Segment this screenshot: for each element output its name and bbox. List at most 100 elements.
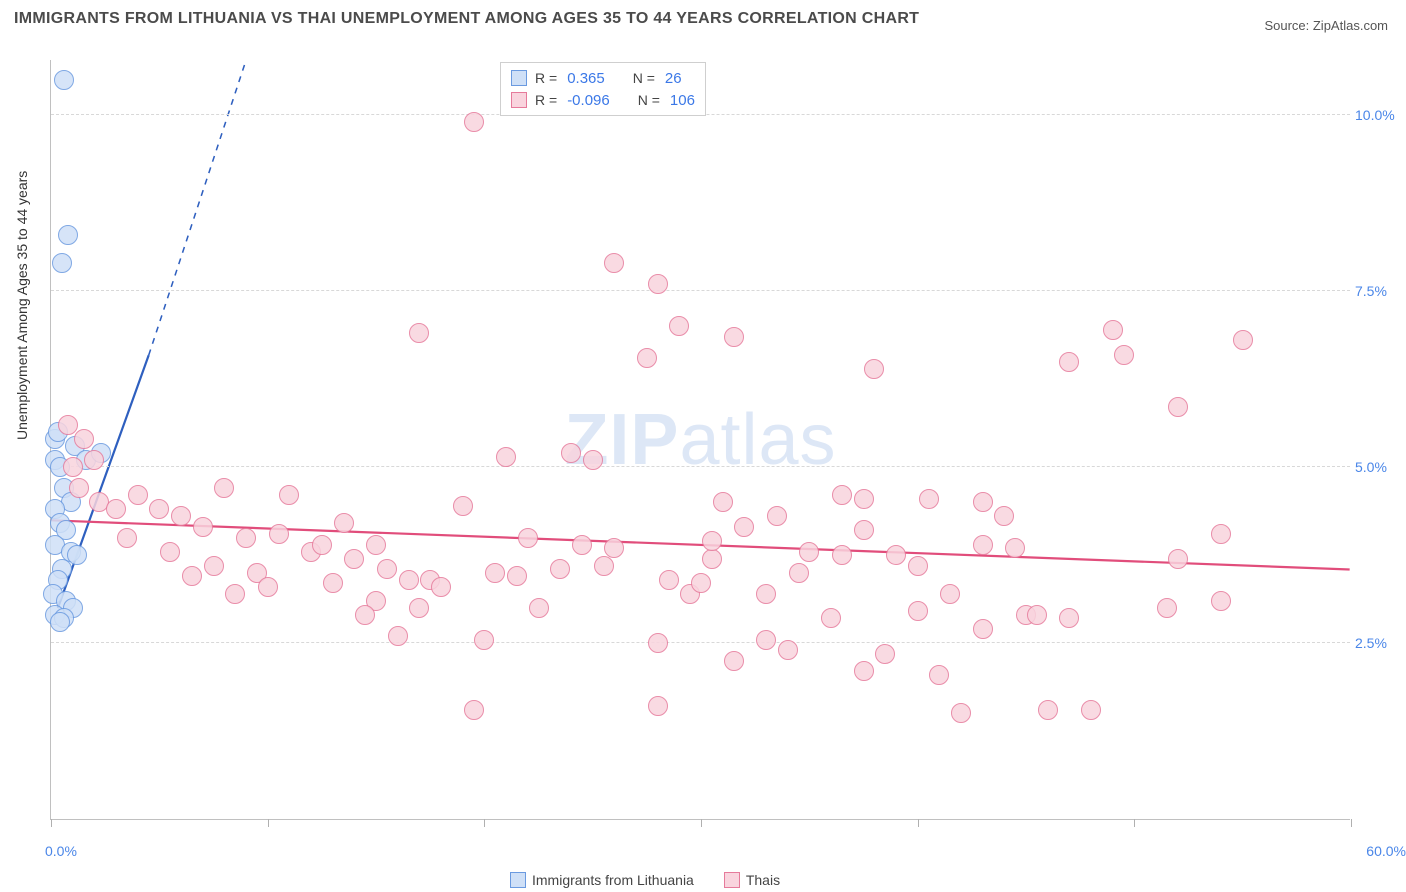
x-tick-label: 60.0% bbox=[1366, 843, 1406, 859]
data-point bbox=[756, 584, 776, 604]
data-point bbox=[1059, 352, 1079, 372]
data-point bbox=[399, 570, 419, 590]
data-point bbox=[756, 630, 776, 650]
watermark-bold: ZIP bbox=[564, 400, 679, 480]
y-tick-label: 7.5% bbox=[1355, 283, 1406, 299]
data-point bbox=[724, 651, 744, 671]
data-point bbox=[74, 429, 94, 449]
x-tick bbox=[918, 819, 919, 827]
data-point bbox=[149, 499, 169, 519]
data-point bbox=[789, 563, 809, 583]
data-point bbox=[485, 563, 505, 583]
trend-lines-layer bbox=[51, 60, 1350, 819]
data-point bbox=[431, 577, 451, 597]
data-point bbox=[1168, 397, 1188, 417]
data-point bbox=[702, 531, 722, 551]
data-point bbox=[778, 640, 798, 660]
data-point bbox=[507, 566, 527, 586]
data-point bbox=[648, 696, 668, 716]
data-point bbox=[951, 703, 971, 723]
data-point bbox=[377, 559, 397, 579]
data-point bbox=[940, 584, 960, 604]
data-point bbox=[323, 573, 343, 593]
data-point bbox=[312, 535, 332, 555]
r-label: R = bbox=[535, 92, 557, 108]
gridline bbox=[51, 642, 1350, 643]
plot-area: ZIPatlas 2.5%5.0%7.5%10.0%0.0%60.0% bbox=[50, 60, 1350, 820]
data-point bbox=[734, 517, 754, 537]
x-tick bbox=[701, 819, 702, 827]
legend-swatch-thais bbox=[511, 92, 527, 108]
watermark: ZIPatlas bbox=[564, 399, 836, 481]
data-point bbox=[106, 499, 126, 519]
data-point bbox=[193, 517, 213, 537]
data-point bbox=[269, 524, 289, 544]
data-point bbox=[518, 528, 538, 548]
data-point bbox=[919, 489, 939, 509]
y-tick-label: 10.0% bbox=[1355, 107, 1406, 123]
data-point bbox=[182, 566, 202, 586]
data-point bbox=[366, 535, 386, 555]
data-point bbox=[50, 612, 70, 632]
series-legend-item-2: Thais bbox=[724, 872, 780, 888]
data-point bbox=[648, 633, 668, 653]
data-point bbox=[409, 598, 429, 618]
data-point bbox=[214, 478, 234, 498]
data-point bbox=[496, 447, 516, 467]
data-point bbox=[58, 415, 78, 435]
data-point bbox=[355, 605, 375, 625]
stats-legend: R = 0.365 N = 26 R = -0.096 N = 106 bbox=[500, 62, 706, 116]
data-point bbox=[63, 457, 83, 477]
data-point bbox=[464, 700, 484, 720]
data-point bbox=[854, 520, 874, 540]
data-point bbox=[204, 556, 224, 576]
data-point bbox=[713, 492, 733, 512]
y-axis-title: Unemployment Among Ages 35 to 44 years bbox=[14, 171, 30, 440]
data-point bbox=[453, 496, 473, 516]
data-point bbox=[1038, 700, 1058, 720]
data-point bbox=[1168, 549, 1188, 569]
data-point bbox=[648, 274, 668, 294]
data-point bbox=[799, 542, 819, 562]
y-tick-label: 2.5% bbox=[1355, 635, 1406, 651]
stats-legend-row-1: R = 0.365 N = 26 bbox=[511, 67, 695, 89]
n-value: 106 bbox=[670, 92, 695, 109]
x-tick bbox=[268, 819, 269, 827]
data-point bbox=[973, 492, 993, 512]
data-point bbox=[561, 443, 581, 463]
data-point bbox=[594, 556, 614, 576]
x-tick bbox=[51, 819, 52, 827]
data-point bbox=[1233, 330, 1253, 350]
series-swatch-thais bbox=[724, 872, 740, 888]
data-point bbox=[973, 619, 993, 639]
data-point bbox=[160, 542, 180, 562]
data-point bbox=[994, 506, 1014, 526]
data-point bbox=[659, 570, 679, 590]
trend-line-extrapolated bbox=[149, 60, 246, 355]
data-point bbox=[637, 348, 657, 368]
data-point bbox=[691, 573, 711, 593]
data-point bbox=[67, 545, 87, 565]
data-point bbox=[464, 112, 484, 132]
data-point bbox=[583, 450, 603, 470]
data-point bbox=[529, 598, 549, 618]
series-legend: Immigrants from Lithuania Thais bbox=[510, 872, 780, 888]
data-point bbox=[128, 485, 148, 505]
data-point bbox=[258, 577, 278, 597]
data-point bbox=[171, 506, 191, 526]
data-point bbox=[1059, 608, 1079, 628]
data-point bbox=[279, 485, 299, 505]
data-point bbox=[236, 528, 256, 548]
y-tick-label: 5.0% bbox=[1355, 459, 1406, 475]
data-point bbox=[1114, 345, 1134, 365]
data-point bbox=[908, 601, 928, 621]
x-tick bbox=[1134, 819, 1135, 827]
data-point bbox=[344, 549, 364, 569]
data-point bbox=[117, 528, 137, 548]
series-label: Thais bbox=[746, 872, 780, 888]
data-point bbox=[1027, 605, 1047, 625]
data-point bbox=[1005, 538, 1025, 558]
data-point bbox=[767, 506, 787, 526]
data-point bbox=[388, 626, 408, 646]
data-point bbox=[1103, 320, 1123, 340]
